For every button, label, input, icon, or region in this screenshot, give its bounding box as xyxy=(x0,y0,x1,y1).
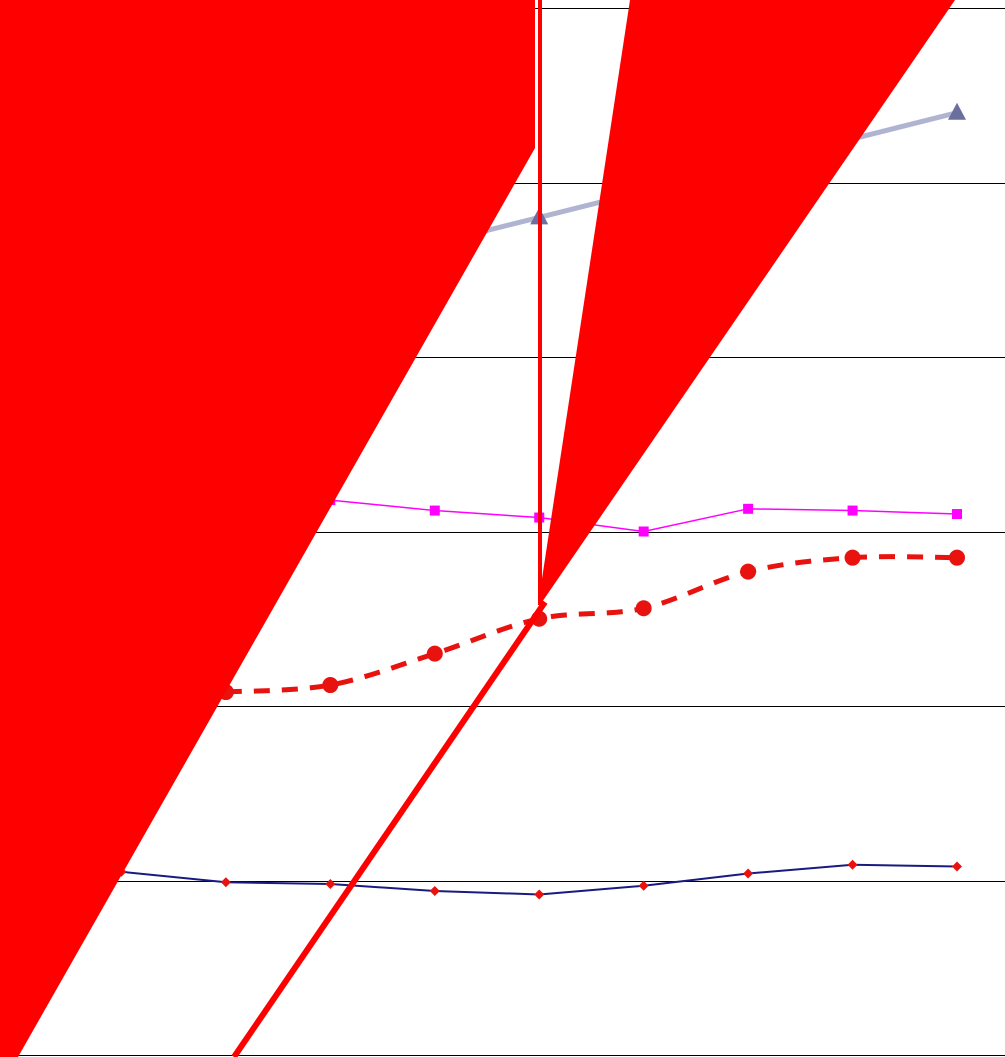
circle-series-point-5 xyxy=(426,645,443,662)
square-series-point-5 xyxy=(429,505,440,516)
triangle-series-point-10 xyxy=(948,102,966,120)
overlay-shapes xyxy=(0,0,955,1057)
overlay-wedge-right xyxy=(538,0,955,605)
diamond-series xyxy=(116,859,962,900)
overlay-wedge-left xyxy=(0,0,535,1057)
circle-series xyxy=(217,549,965,701)
square-series-point-10 xyxy=(952,509,962,520)
square-series-point-9 xyxy=(847,505,858,516)
circle-series-point-9 xyxy=(844,549,861,566)
square-series-point-8 xyxy=(743,503,754,514)
diamond-series-point-5 xyxy=(429,885,440,896)
diamond-series-point-3 xyxy=(220,877,231,888)
overlay-divider xyxy=(538,0,542,605)
circle-series-point-8 xyxy=(740,563,757,580)
diamond-series-point-8 xyxy=(743,868,754,879)
diamond-series-point-9 xyxy=(847,859,858,870)
diamond-series-point-6 xyxy=(534,889,545,900)
overlay-slash-line xyxy=(231,600,548,1057)
circle-series-point-4 xyxy=(322,677,339,694)
diamond-series-point-4 xyxy=(325,878,336,889)
circle-series-line xyxy=(225,554,958,695)
circle-series-point-7 xyxy=(635,600,652,617)
diamond-series-point-7 xyxy=(638,880,649,891)
square-series-point-7 xyxy=(638,526,649,537)
circle-series-point-10 xyxy=(949,549,965,566)
diamond-series-point-10 xyxy=(952,861,962,872)
